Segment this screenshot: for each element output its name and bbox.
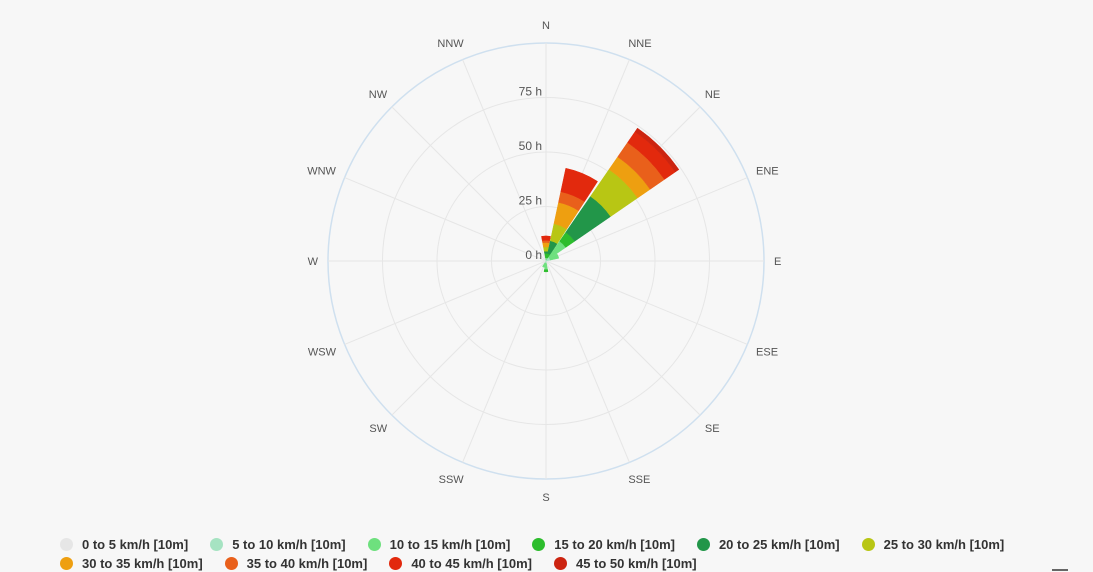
legend-item[interactable]: 45 to 50 km/h [10m] [553,555,697,572]
grid-spoke [545,177,748,262]
grid-spoke [545,260,630,463]
legend-symbol [389,557,403,570]
direction-label-sse: SSE [628,474,650,486]
legend-item[interactable]: 10 to 15 km/h [10m] [367,536,511,553]
wedges-group [541,127,680,273]
scroll-indicator [1052,569,1068,571]
legend: 0 to 5 km/h [10m] 5 to 10 km/h [10m] 10 to… [60,536,1080,572]
direction-label-se: SE [705,423,720,435]
grid-spoke [462,59,547,262]
direction-label-nnw: NNW [437,38,464,50]
radial-tick-label: 75 h [519,85,542,99]
legend-symbol [696,538,710,551]
grid-spoke [545,260,748,345]
legend-label: 10 to 15 km/h [10m] [389,537,511,552]
legend-label: 15 to 20 km/h [10m] [554,537,675,552]
legend-symbol [60,557,73,570]
grid-spoke [462,260,547,463]
legend-symbol [224,557,238,570]
legend-symbol [210,538,224,551]
legend-label: 30 to 35 km/h [10m] [82,556,203,571]
legend-symbol [532,538,546,551]
direction-label-ssw: SSW [439,474,465,486]
legend-item[interactable]: 0 to 5 km/h [10m] [60,536,188,553]
legend-item[interactable]: 35 to 40 km/h [10m] [224,555,368,572]
grid-spoke [344,260,547,345]
legend-symbol [553,557,567,570]
direction-label-ene: ENE [756,166,779,178]
direction-label-wsw: WSW [308,346,337,358]
grid-spoke [391,260,547,416]
wedge-s [543,269,549,273]
legend-label: 0 to 5 km/h [10m] [82,537,189,552]
grid-spoke [344,177,547,262]
wedge-n [541,235,551,241]
direction-label-ese: ESE [756,346,778,358]
legend-label: 5 to 10 km/h [10m] [232,537,346,552]
direction-label-nw: NW [369,89,388,101]
radial-tick-label: 25 h [519,194,542,208]
legend-item[interactable]: 25 to 30 km/h [10m] [861,536,1005,553]
wedge-nne [560,167,598,202]
wedge-n [542,242,550,248]
legend-label: 35 to 40 km/h [10m] [246,556,368,571]
grid-spoke [391,106,547,262]
wedge-ssw [542,262,546,268]
wedge-ne [634,127,680,173]
wedge-ene [549,253,560,261]
direction-label-w: W [308,256,319,268]
wind-rose-svg: 0 h 25 h 50 h 75 h N NNE NE ENE E ESE SE SSE S SSW SW W… [307,20,781,504]
grid-spoke [545,260,701,416]
direction-label-e: E [774,256,781,268]
direction-label-nne: NNE [628,38,651,50]
wedge-n [543,246,549,252]
radial-tick-label: 50 h [519,139,542,153]
legend-symbol [367,538,381,551]
legend-item[interactable]: 40 to 45 km/h [10m] [389,555,532,572]
direction-label-ne: NE [705,89,720,101]
legend-label: 45 to 50 km/h [10m] [575,556,697,571]
direction-label-wnw: WNW [307,166,336,178]
legend-item[interactable]: 5 to 10 km/h [10m] [210,536,346,553]
legend-label: 25 to 30 km/h [10m] [883,537,1005,552]
legend-label: 40 to 45 km/h [10m] [411,556,532,571]
radial-tick-label: 0 h [525,248,542,262]
legend-item[interactable]: 20 to 25 km/h [10m] [696,536,840,553]
legend-label: 20 to 25 km/h [10m] [718,537,840,552]
legend-symbol [60,538,73,551]
wedge-n [543,250,549,254]
direction-label-sw: SW [369,423,387,435]
direction-label-n: N [542,20,550,32]
legend-item[interactable]: 30 to 35 km/h [10m] [60,555,203,572]
direction-label-s: S [542,492,549,504]
grid-group [327,42,765,480]
legend-symbol [861,538,875,551]
legend-item[interactable]: 15 to 20 km/h [10m] [532,536,675,553]
